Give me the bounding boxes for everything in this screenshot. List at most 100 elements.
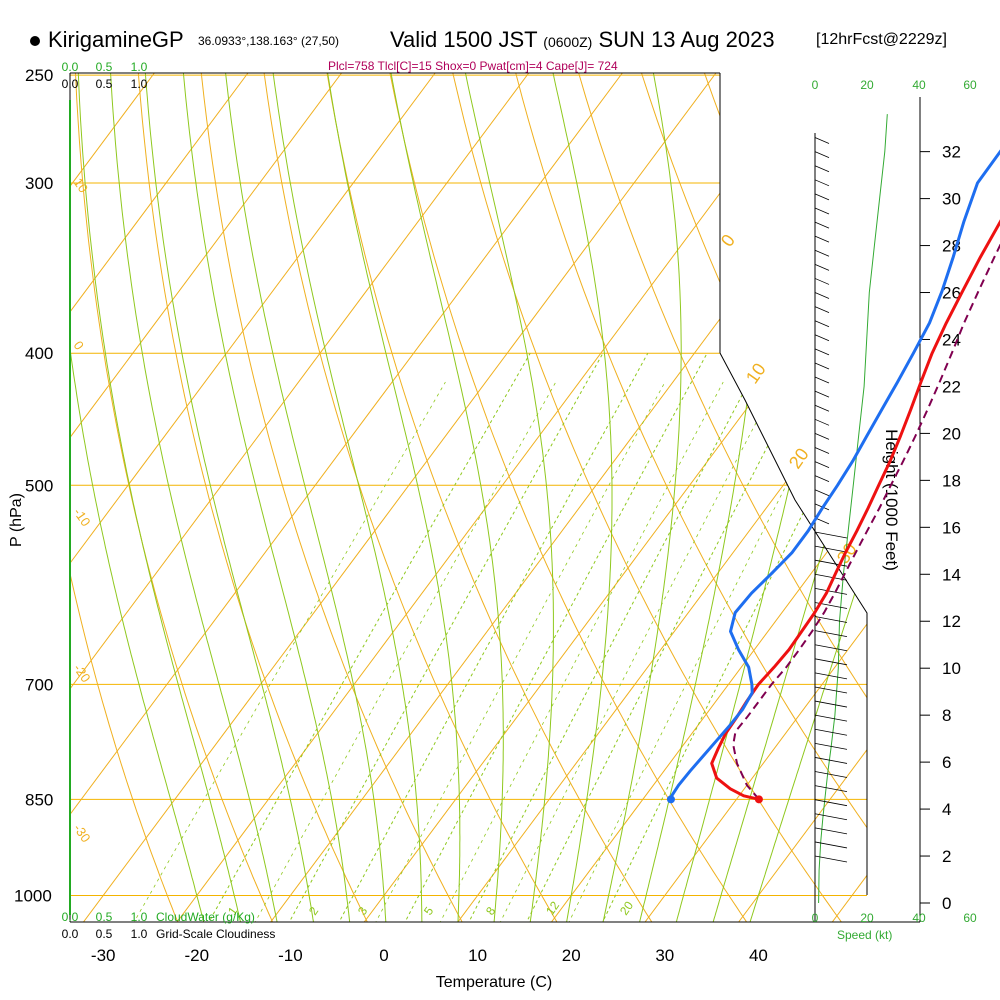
height-tick-label: 22 [942, 377, 961, 396]
wind-barb [814, 827, 848, 835]
dry-adiabat [811, 73, 867, 922]
mixing-ratio-label: 8 [483, 904, 498, 918]
moist-adiabat-label: 10 [742, 359, 770, 387]
height-tick-label: 6 [942, 753, 951, 772]
wind-barb [814, 447, 830, 454]
wind-speed-tick-bottom: 20 [860, 911, 874, 925]
wind-barb [814, 742, 848, 750]
wind-barb [814, 757, 848, 764]
cloudiness-scale-top: 1.0 [131, 77, 148, 91]
moist-adiabat [542, 73, 613, 922]
isotherm-label: 0 [71, 338, 87, 353]
isotherm-line [70, 73, 342, 922]
temperature-tick-label: -10 [278, 946, 303, 965]
wind-barb [814, 418, 830, 426]
mixing-ratio-line [400, 352, 708, 922]
isotherm-line [738, 73, 867, 922]
isotherm-label: -20 [71, 661, 94, 685]
wind-barb [814, 700, 848, 708]
temperature-tick-label: -30 [91, 946, 116, 965]
mixing-ratio-line [284, 352, 604, 922]
wind-barb [814, 320, 830, 328]
mixing-ratio-line [250, 381, 557, 922]
moist-adiabat [710, 73, 867, 922]
cloudiness-label: Grid-Scale Cloudiness [156, 927, 275, 941]
height-tick-label: 30 [942, 190, 961, 209]
cloud-water-scale-top: 0.5 [96, 60, 113, 74]
wind-speed-tick-bottom: 40 [912, 911, 926, 925]
cloud-water-scale-bottom: 1.0 [131, 910, 148, 924]
mixing-ratio-line [204, 352, 531, 922]
isotherm-line [551, 73, 867, 922]
temperature-tick-label: 0 [379, 946, 388, 965]
mixing-ratio-line [522, 352, 817, 922]
height-tick-label: 16 [942, 518, 961, 537]
wind-barb [814, 559, 848, 567]
valid-time: Valid 1500 JST (0600Z) SUN 13 Aug 2023 [390, 27, 775, 52]
wind-barb [814, 771, 848, 778]
moist-adiabat [747, 73, 867, 922]
isotherm-label: 10 [71, 175, 92, 195]
height-axis-label: Height (1000 Feet) [882, 429, 901, 571]
wind-barb [814, 545, 848, 553]
parcel-line [732, 243, 1000, 800]
wind-barb [814, 658, 848, 666]
temperature-tick-label: -20 [185, 946, 210, 965]
wind-barb [814, 855, 848, 863]
wind-barb [814, 249, 830, 257]
forecast-info: [12hrFcst@2229z] [816, 31, 947, 48]
wind-barb [814, 278, 830, 285]
wind-barb [814, 292, 830, 299]
isotherm-line [70, 73, 249, 922]
station-dot-icon [30, 36, 40, 47]
pressure-tick-label: 850 [25, 790, 53, 809]
wind-speed-tick-top: 0 [812, 78, 819, 92]
dry-adiabat [257, 73, 563, 922]
temperature-tick-label: 10 [468, 946, 487, 965]
y-axis-label: P (hPa) [8, 493, 25, 547]
wind-barb [814, 348, 830, 356]
moist-adiabat [107, 73, 280, 922]
mixing-ratio-line [496, 381, 778, 922]
height-tick-label: 4 [942, 800, 951, 819]
cloud-water-label: CloudWater (g/Kg) [156, 910, 255, 924]
moist-adiabat [320, 73, 461, 922]
cloud-water-scale-top: 1.0 [131, 60, 148, 74]
wind-barb [814, 587, 848, 595]
wind-barb [814, 489, 830, 497]
mixing-ratio-line [129, 381, 446, 922]
height-tick-label: 20 [942, 424, 961, 443]
moist-adiabat [76, 73, 243, 922]
pressure-tick-label: 1000 [14, 887, 52, 906]
wind-barb [814, 799, 848, 807]
isotherm-label: -10 [71, 505, 94, 529]
height-tick-label: 32 [942, 143, 961, 162]
cloudiness-scale-bottom: 0.5 [96, 927, 113, 941]
isotherm-line [176, 73, 810, 922]
wind-barb [814, 362, 830, 370]
mixing-ratio-line [334, 352, 649, 922]
height-tick-label: 18 [942, 471, 961, 490]
wind-barb [814, 221, 830, 229]
pressure-tick-label: 300 [25, 174, 53, 193]
wind-barb [814, 813, 848, 821]
moist-adiabat [266, 73, 423, 922]
mixing-ratio-label: 5 [421, 904, 436, 918]
wind-barb [814, 193, 830, 201]
station-name: KirigamineGP [30, 27, 184, 53]
isotherm-line [270, 73, 867, 922]
cloudiness-scale-top: 0.0 [62, 77, 79, 91]
moist-adiabat [141, 73, 316, 922]
cloudiness-scale-bottom: 1.0 [131, 927, 148, 941]
mixing-ratio-line [564, 381, 840, 922]
moist-adiabat [455, 73, 554, 922]
isotherm-line [83, 73, 717, 922]
height-tick-label: 2 [942, 847, 951, 866]
wind-barb [814, 714, 848, 722]
cloudiness-scale-bottom: 0.0 [62, 927, 79, 941]
moist-adiabat-label: 20 [785, 444, 813, 472]
wind-barb [814, 841, 848, 849]
height-tick-label: 14 [942, 565, 961, 584]
dry-adiabat [319, 73, 658, 922]
